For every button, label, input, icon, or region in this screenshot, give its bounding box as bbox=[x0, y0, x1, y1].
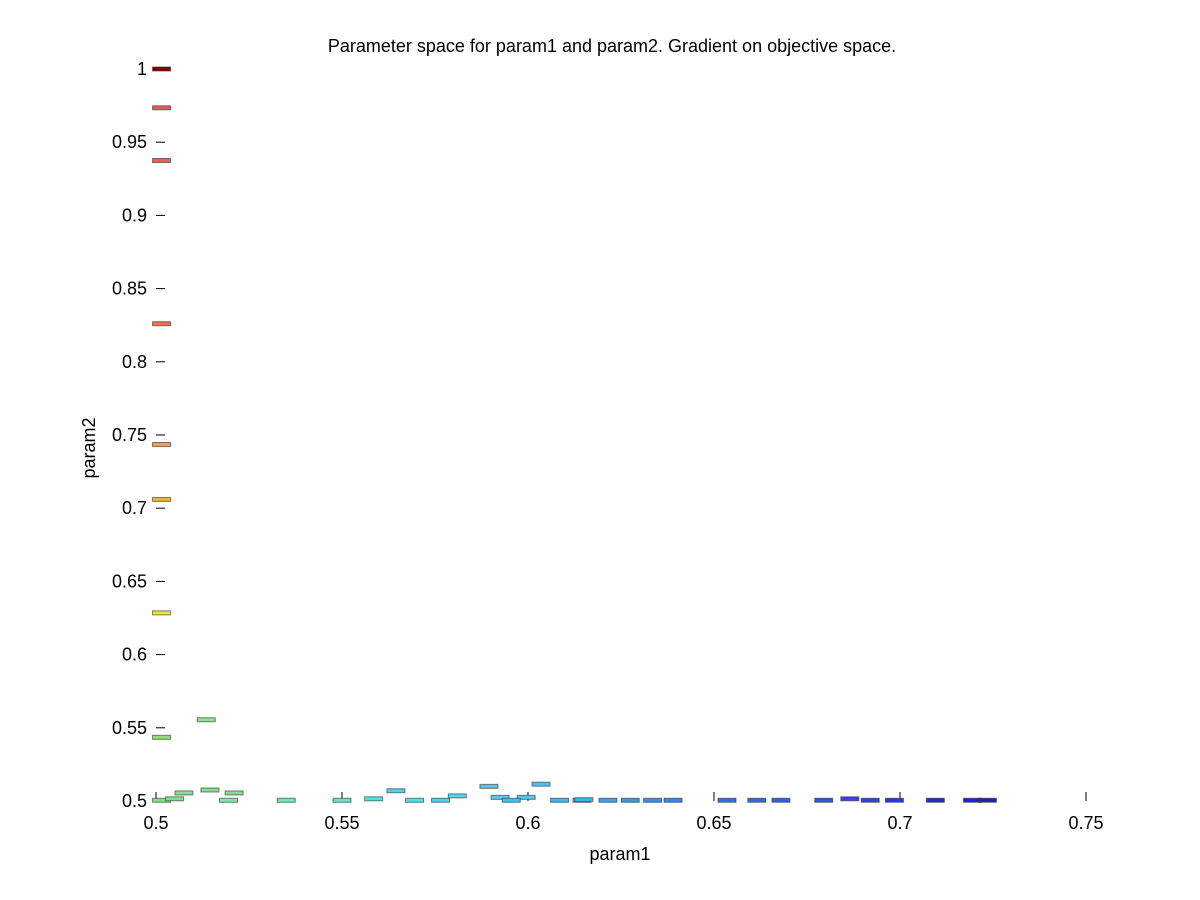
data-point bbox=[152, 321, 172, 327]
data-point bbox=[550, 797, 570, 803]
y-axis-ticks: 0.5 0.55 0.6 0.65 0.7 0.75 0.8 0.85 0.9 0.95 1 bbox=[112, 59, 165, 811]
data-point bbox=[364, 796, 384, 802]
data-point bbox=[386, 788, 406, 794]
data-point bbox=[152, 734, 172, 740]
data-point bbox=[200, 787, 220, 793]
data-point bbox=[531, 781, 551, 787]
data-point bbox=[501, 797, 521, 803]
data-point bbox=[174, 790, 194, 796]
data-point bbox=[152, 442, 172, 448]
data-point bbox=[152, 66, 172, 72]
y-tick-label: 0.9 bbox=[122, 205, 147, 225]
data-point bbox=[332, 797, 352, 803]
y-tick-label: 0.6 bbox=[122, 645, 147, 665]
x-axis-ticks: 0.5 0.55 0.6 0.65 0.7 0.75 bbox=[143, 792, 1104, 833]
data-point bbox=[479, 783, 499, 789]
data-point bbox=[516, 794, 536, 800]
data-point bbox=[977, 797, 997, 803]
y-tick-label: 0.7 bbox=[122, 498, 147, 518]
y-tick-label: 0.75 bbox=[112, 425, 147, 445]
data-point bbox=[620, 797, 640, 803]
y-axis-label: param2 bbox=[79, 417, 99, 478]
x-tick-label: 0.6 bbox=[515, 813, 540, 833]
data-point bbox=[663, 797, 683, 803]
y-tick-label: 0.8 bbox=[122, 352, 147, 372]
data-point bbox=[152, 105, 172, 111]
chart-title: Parameter space for param1 and param2. G… bbox=[328, 36, 896, 56]
x-tick-label: 0.55 bbox=[324, 813, 359, 833]
data-point bbox=[925, 797, 945, 803]
y-tick-label: 0.85 bbox=[112, 279, 147, 299]
data-point bbox=[840, 796, 860, 802]
y-tick-label: 1 bbox=[137, 59, 147, 79]
data-point bbox=[152, 496, 172, 502]
data-point bbox=[196, 717, 216, 723]
x-tick-label: 0.5 bbox=[143, 813, 168, 833]
data-point bbox=[165, 796, 185, 802]
data-point bbox=[431, 797, 451, 803]
x-tick-label: 0.7 bbox=[887, 813, 912, 833]
x-tick-label: 0.75 bbox=[1068, 813, 1103, 833]
data-point bbox=[814, 797, 834, 803]
data-point bbox=[860, 797, 880, 803]
data-point bbox=[152, 158, 172, 163]
data-point bbox=[643, 797, 663, 803]
y-tick-label: 0.65 bbox=[112, 571, 147, 591]
x-tick-label: 0.65 bbox=[696, 813, 731, 833]
y-tick-label: 0.5 bbox=[122, 791, 147, 811]
data-point bbox=[219, 797, 239, 803]
data-point bbox=[405, 797, 425, 803]
y-tick-label: 0.95 bbox=[112, 132, 147, 152]
y-tick-label: 0.55 bbox=[112, 718, 147, 738]
data-point bbox=[747, 797, 767, 803]
data-point bbox=[224, 790, 244, 796]
data-marks bbox=[152, 66, 997, 803]
data-point bbox=[884, 797, 904, 803]
x-axis-label: param1 bbox=[589, 844, 650, 864]
data-point bbox=[717, 797, 737, 803]
data-point bbox=[598, 797, 618, 803]
data-point bbox=[447, 793, 467, 799]
data-point bbox=[490, 794, 510, 800]
data-point bbox=[771, 797, 791, 803]
data-point bbox=[152, 610, 172, 616]
data-point bbox=[276, 797, 296, 803]
data-point bbox=[574, 797, 594, 803]
